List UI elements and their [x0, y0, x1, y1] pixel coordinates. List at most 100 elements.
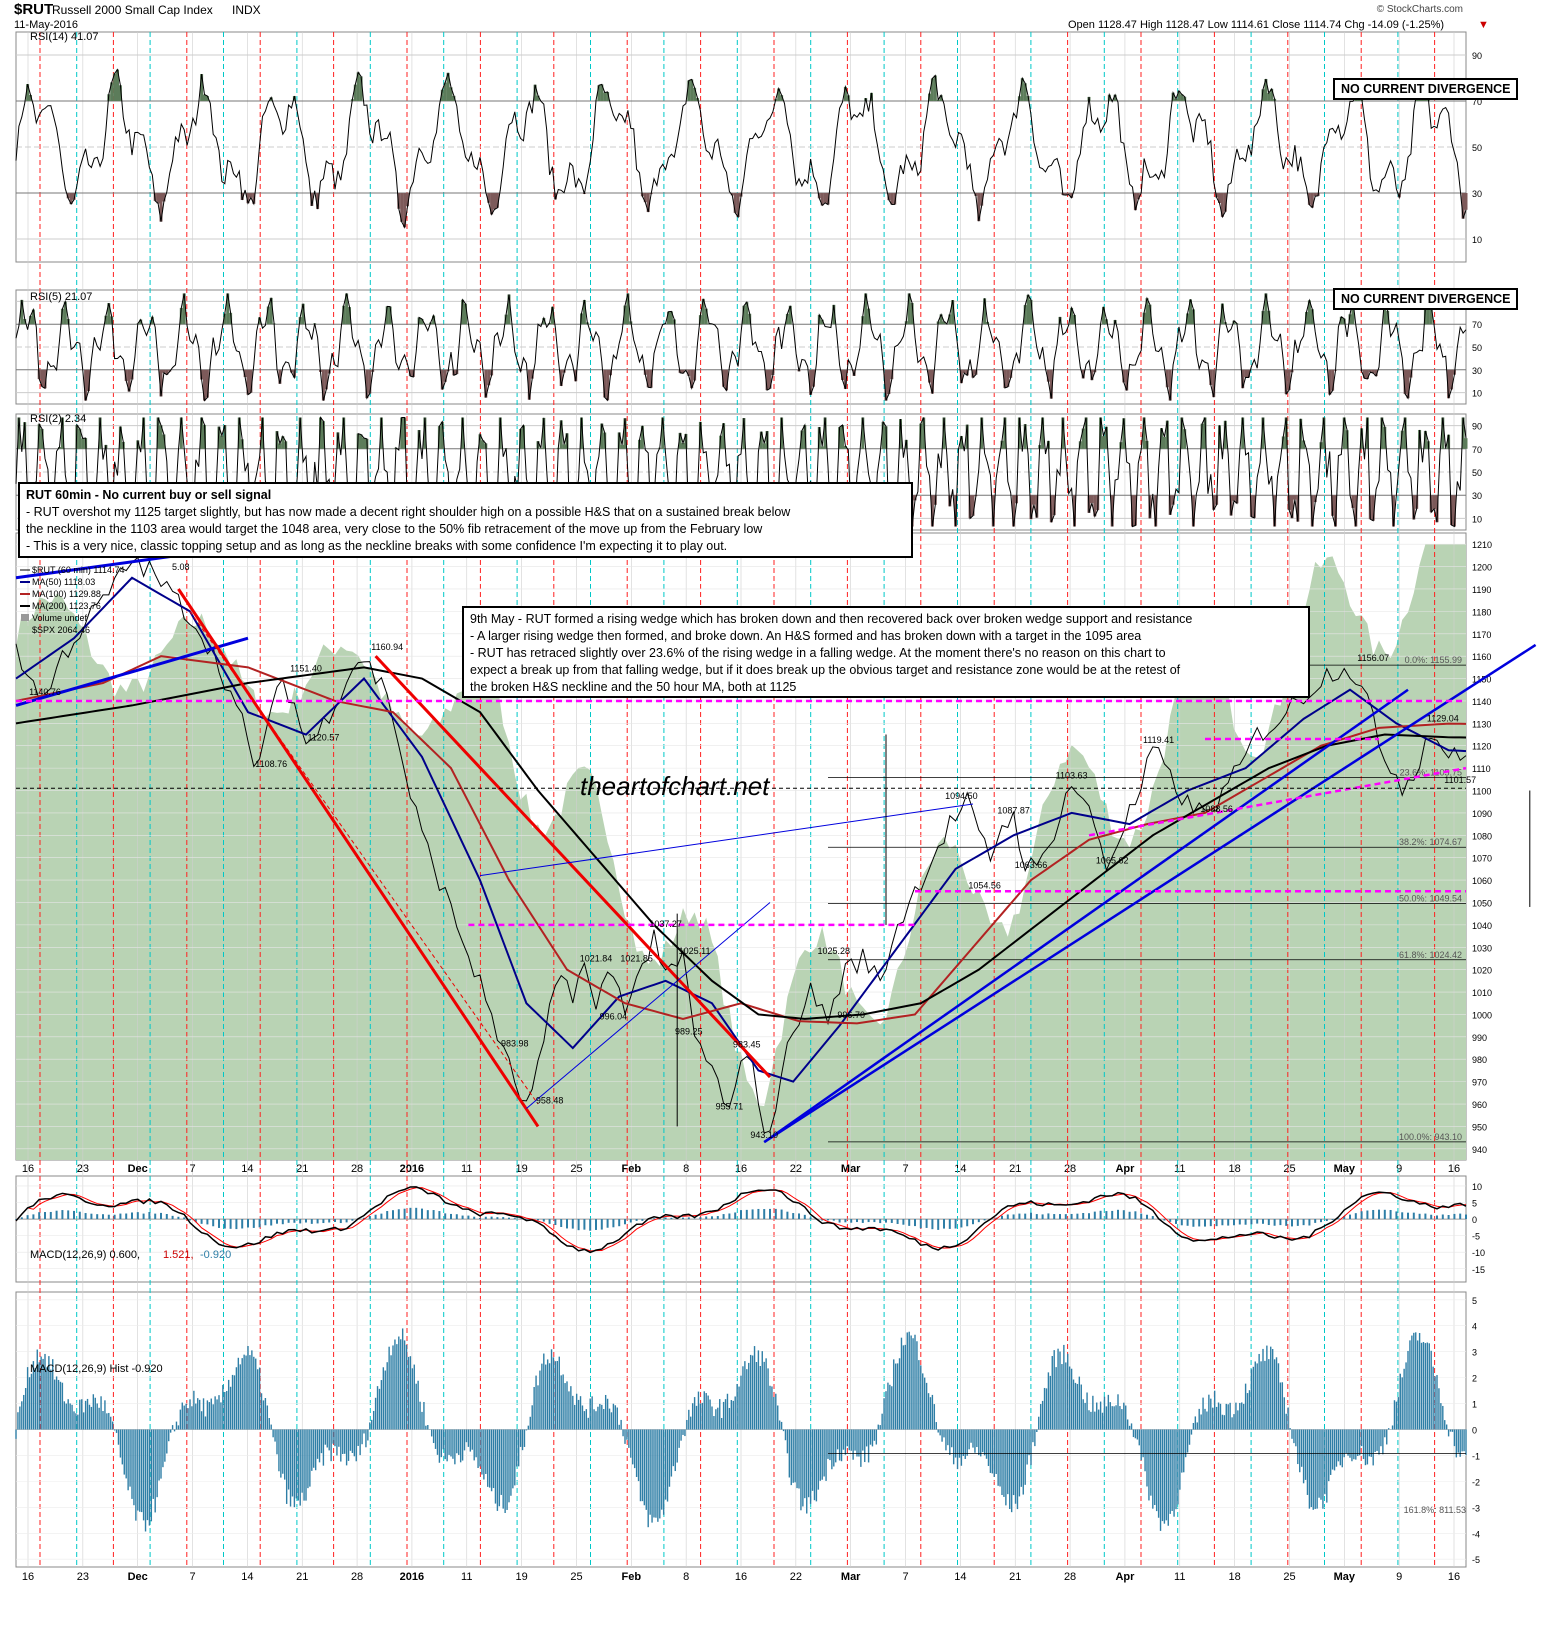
rsi-tick-label: 50	[1472, 143, 1482, 153]
x-tick-label: 25	[570, 1163, 582, 1175]
price-tick-label: 950	[1472, 1122, 1487, 1132]
price-label: 983.45	[733, 1040, 761, 1050]
legend-volume: Volume undef	[32, 613, 88, 623]
series-ma100	[15, 655, 1467, 1025]
x-tick-label: 16	[735, 1163, 747, 1175]
rsi-tick-label: 90	[1472, 422, 1482, 432]
hist-tick-label: 1	[1472, 1400, 1477, 1410]
price-label: 1087.87	[997, 806, 1030, 816]
x-tick-label-bottom: 14	[241, 1571, 253, 1583]
x-tick-label-bottom: 16	[22, 1571, 34, 1583]
x-tick-label: 16	[1448, 1163, 1460, 1175]
exchange-label: INDX	[232, 3, 261, 17]
price-label: 996.70	[837, 1010, 865, 1020]
hist-fib-label: 161.8%: 811.53	[1404, 1505, 1466, 1515]
macd-tick-label: -5	[1472, 1232, 1480, 1242]
price-tick-label: 1190	[1472, 585, 1491, 595]
hist-tick-label: -4	[1472, 1529, 1480, 1539]
price-tick-label: 1030	[1472, 943, 1492, 953]
x-tick-label-bottom: 9	[1396, 1571, 1402, 1583]
macd-tick-label: 0	[1472, 1215, 1477, 1225]
x-tick-label: 7	[902, 1163, 908, 1175]
hist-label: MACD(12,26,9) Hist -0.920	[30, 1363, 163, 1375]
x-tick-label: 14	[954, 1163, 966, 1175]
rsi14-divergence-badge: NO CURRENT DIVERGENCE	[1333, 78, 1519, 100]
series-ma200	[15, 666, 1467, 1020]
trend-line	[763, 643, 1537, 1144]
x-tick-label-bottom: 16	[735, 1571, 747, 1583]
price-label: 1021.84	[580, 954, 613, 964]
x-tick-label-bottom: Feb	[622, 1571, 642, 1583]
channel-line	[177, 588, 540, 1128]
rsi-tick-label: 70	[1472, 320, 1482, 330]
x-tick-label: 21	[296, 1163, 308, 1175]
fib-level-label: 50.0%: 1049.54	[1399, 894, 1462, 904]
price-tick-label: 1040	[1472, 921, 1492, 931]
fib-level-label: 100.0%: 943.10	[1399, 1132, 1462, 1142]
price-label: 989.25	[675, 1027, 703, 1037]
rsi-tick-label: 30	[1472, 491, 1482, 501]
x-tick-label-bottom: 2016	[400, 1571, 424, 1583]
trend-line	[526, 902, 771, 1109]
annotation-line: - RUT has retraced slightly over 23.6% o…	[470, 646, 1166, 660]
macd-tick-label: -15	[1472, 1265, 1485, 1275]
rsi14-label: RSI(14) 41.07	[30, 31, 98, 43]
x-tick-label: May	[1334, 1163, 1356, 1175]
price-tick-label: 1020	[1472, 966, 1492, 976]
price-tick-label: 980	[1472, 1055, 1487, 1065]
annotation-line: - RUT overshot my 1125 target slightly, …	[26, 505, 791, 519]
x-tick-label: Mar	[841, 1163, 861, 1175]
price-legend-extra: 5.08	[172, 562, 190, 572]
price-tick-label: 1130	[1472, 719, 1491, 729]
x-tick-label-bottom: 16	[1448, 1571, 1460, 1583]
annotation-line: expect a break up from that falling wedg…	[470, 663, 1181, 677]
macd-tick-label: 5	[1472, 1199, 1477, 1209]
x-tick-label-bottom: 19	[515, 1571, 527, 1583]
annotation-box-9may: 9th May - RUT formed a rising wedge whic…	[462, 606, 1310, 698]
annotation-line: 9th May - RUT formed a rising wedge whic…	[470, 612, 1193, 626]
x-tick-label: 8	[683, 1163, 689, 1175]
down-arrow-icon: ▼	[1478, 19, 1489, 31]
x-tick-label-bottom: 21	[296, 1571, 308, 1583]
stockcharts-brand: © StockCharts.com	[1377, 4, 1463, 15]
price-label: 1103.63	[1056, 770, 1088, 780]
rsi2-label: RSI(2) 2.34	[30, 413, 86, 425]
x-tick-label-bottom: Mar	[841, 1571, 861, 1583]
x-tick-label-bottom: 11	[1174, 1571, 1185, 1583]
x-tick-label: 7	[189, 1163, 195, 1175]
macd-hist-value: -0.920	[200, 1249, 231, 1261]
x-tick-label-bottom: 18	[1228, 1571, 1240, 1583]
fib-level-label: 23.6%: 1105.75	[1400, 768, 1462, 778]
price-tick-label: 1050	[1472, 898, 1492, 908]
rsi14-line	[15, 68, 1467, 229]
price-label: 1025.28	[818, 946, 851, 956]
rsi5-label: RSI(5) 21.07	[30, 291, 92, 303]
macd-tick-label: -10	[1472, 1248, 1485, 1258]
price-tick-label: 1000	[1472, 1010, 1492, 1020]
price-tick-label: 1170	[1472, 630, 1491, 640]
price-label: 1108.76	[255, 759, 287, 769]
hist-tick-label: -2	[1472, 1477, 1480, 1487]
price-label: 1151.40	[290, 663, 322, 673]
rsi2-line	[15, 416, 1467, 528]
price-tick-label: 1210	[1472, 540, 1492, 550]
x-tick-label-bottom: 7	[189, 1571, 195, 1583]
rsi5-divergence-badge: NO CURRENT DIVERGENCE	[1333, 288, 1519, 310]
price-tick-label: 1090	[1472, 809, 1492, 819]
rsi-tick-label: 90	[1472, 51, 1482, 61]
price-watermark: theartofchart.net	[580, 771, 771, 801]
legend-ma50: MA(50) 1118.03	[32, 577, 95, 587]
legend-ma100: MA(100) 1129.88	[32, 589, 101, 599]
x-tick-label-bottom: Dec	[128, 1571, 148, 1583]
price-label: 955.71	[716, 1102, 744, 1112]
annotation-line: the broken H&S neckline and the 50 hour …	[470, 680, 797, 694]
x-tick-label-bottom: 28	[351, 1571, 363, 1583]
legend-spx: $SPX 2064.46	[32, 625, 90, 635]
hist-tick-label: 5	[1472, 1296, 1477, 1306]
price-tick-label: 940	[1472, 1145, 1487, 1155]
x-tick-label-bottom: 25	[570, 1571, 582, 1583]
price-label: 1025.11	[679, 946, 711, 956]
x-tick-label-bottom: May	[1334, 1571, 1356, 1583]
ohlc-readout: Open 1128.47 High 1128.47 Low 1114.61 Cl…	[1068, 19, 1444, 31]
